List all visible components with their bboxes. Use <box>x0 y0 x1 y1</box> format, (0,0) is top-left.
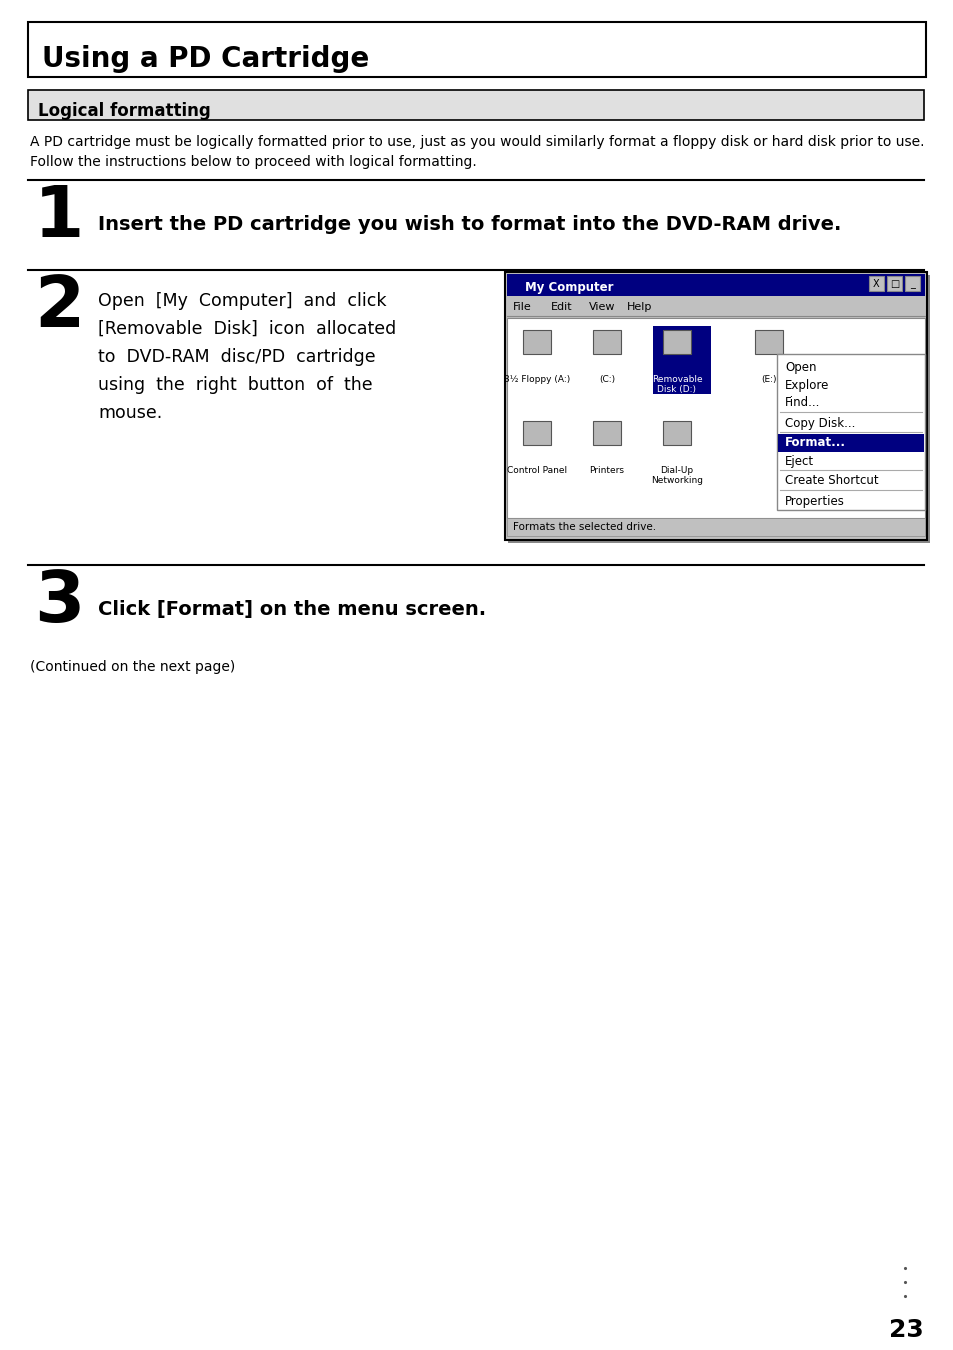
Bar <box>28 90 923 120</box>
Text: 1: 1 <box>34 184 84 252</box>
Text: (C:): (C:) <box>598 375 615 383</box>
Text: Removable
Disk (D:): Removable Disk (D:) <box>651 375 701 394</box>
Text: Copy Disk...: Copy Disk... <box>784 417 855 429</box>
Bar <box>506 274 924 296</box>
Bar <box>662 329 690 354</box>
Text: File: File <box>513 302 531 312</box>
Text: Find...: Find... <box>784 397 820 409</box>
Bar <box>506 298 924 316</box>
Bar <box>776 354 924 510</box>
Bar <box>754 329 782 354</box>
Text: mouse.: mouse. <box>98 404 162 423</box>
Bar <box>506 518 924 536</box>
Bar <box>28 22 925 77</box>
Text: Click [Format] on the menu screen.: Click [Format] on the menu screen. <box>98 599 486 620</box>
Text: Open  [My  Computer]  and  click: Open [My Computer] and click <box>98 292 386 311</box>
Bar <box>593 421 620 446</box>
Text: Create Shortcut: Create Shortcut <box>784 474 878 487</box>
Text: 3: 3 <box>34 568 84 637</box>
Text: □: □ <box>889 279 898 289</box>
Text: (E:): (E:) <box>760 375 776 383</box>
Text: 2: 2 <box>34 273 84 342</box>
Text: Printers: Printers <box>589 466 624 475</box>
Text: Open: Open <box>784 360 816 374</box>
Bar <box>868 275 883 292</box>
Bar <box>504 271 926 540</box>
Text: My Computer: My Computer <box>524 282 613 294</box>
Text: Format...: Format... <box>784 436 845 450</box>
Text: [Removable  Disk]  icon  allocated: [Removable Disk] icon allocated <box>98 320 395 338</box>
Bar <box>522 329 551 354</box>
Bar <box>886 275 901 292</box>
Bar <box>662 421 690 446</box>
Text: Control Panel: Control Panel <box>506 466 566 475</box>
Bar <box>593 329 620 354</box>
Text: X: X <box>872 279 879 289</box>
Text: Dial-Up
Networking: Dial-Up Networking <box>650 466 702 486</box>
Text: Explore: Explore <box>784 378 828 392</box>
Bar <box>507 275 929 543</box>
Bar <box>778 433 923 452</box>
Bar <box>522 421 551 446</box>
Text: (Continued on the next page): (Continued on the next page) <box>30 660 235 674</box>
Text: Properties: Properties <box>784 494 844 508</box>
Text: to  DVD-RAM  disc/PD  cartridge: to DVD-RAM disc/PD cartridge <box>98 348 375 366</box>
Text: Formats the selected drive.: Formats the selected drive. <box>513 522 656 532</box>
Bar <box>904 275 919 292</box>
Bar <box>652 325 710 394</box>
Text: Follow the instructions below to proceed with logical formatting.: Follow the instructions below to proceed… <box>30 155 476 169</box>
Text: _: _ <box>909 279 914 289</box>
Text: Logical formatting: Logical formatting <box>38 103 211 120</box>
Bar <box>506 319 924 518</box>
Text: 3½ Floppy (A:): 3½ Floppy (A:) <box>503 375 570 383</box>
Text: Eject: Eject <box>784 455 813 467</box>
Text: View: View <box>588 302 615 312</box>
Text: Insert the PD cartridge you wish to format into the DVD-RAM drive.: Insert the PD cartridge you wish to form… <box>98 215 841 234</box>
Text: using  the  right  button  of  the: using the right button of the <box>98 377 373 394</box>
Text: A PD cartridge must be logically formatted prior to use, just as you would simil: A PD cartridge must be logically formatt… <box>30 135 923 148</box>
Text: Using a PD Cartridge: Using a PD Cartridge <box>42 45 369 73</box>
Text: 23: 23 <box>888 1318 923 1342</box>
Text: Edit: Edit <box>551 302 572 312</box>
Text: Help: Help <box>626 302 652 312</box>
